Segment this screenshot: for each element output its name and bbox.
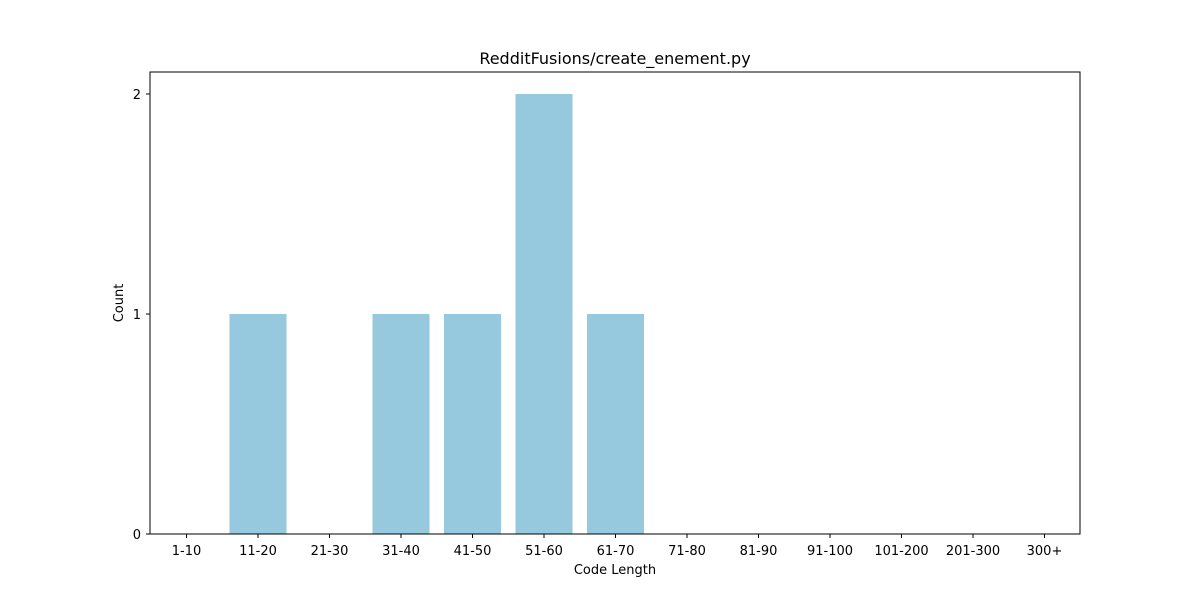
x-tick-label: 101-200 (874, 544, 928, 559)
x-axis-label: Code Length (574, 563, 656, 578)
bars-group (229, 94, 644, 534)
y-axis-label: Count (112, 284, 127, 323)
x-tick-label: 11-20 (239, 544, 277, 559)
x-tick-label: 71-80 (668, 544, 706, 559)
x-tick-label: 201-300 (946, 544, 1000, 559)
x-tick-label: 81-90 (740, 544, 778, 559)
x-axis: 1-10 11-20 21-30 31-40 41-50 51-60 61-70 71-80 8… (172, 534, 1063, 559)
x-tick-label: 31-40 (382, 544, 420, 559)
bar-41-50 (444, 314, 501, 534)
y-tick-label: 2 (133, 88, 141, 103)
bar-51-60 (515, 94, 573, 534)
x-tick-label: 91-100 (807, 544, 853, 559)
x-tick-label: 51-60 (525, 544, 563, 559)
y-axis: 0 1 2 (133, 88, 150, 543)
x-tick-label: 61-70 (597, 544, 635, 559)
y-tick-label: 1 (133, 308, 141, 323)
bar-31-40 (372, 314, 430, 534)
bar-61-70 (587, 314, 644, 534)
x-tick-label: 300+ (1027, 544, 1063, 559)
x-tick-label: 41-50 (454, 544, 492, 559)
bar-11-20 (229, 314, 287, 534)
chart-title: RedditFusions/create_enement.py (479, 49, 750, 69)
x-tick-label: 1-10 (172, 544, 202, 559)
y-tick-label: 0 (133, 528, 141, 543)
x-tick-label: 21-30 (311, 544, 349, 559)
